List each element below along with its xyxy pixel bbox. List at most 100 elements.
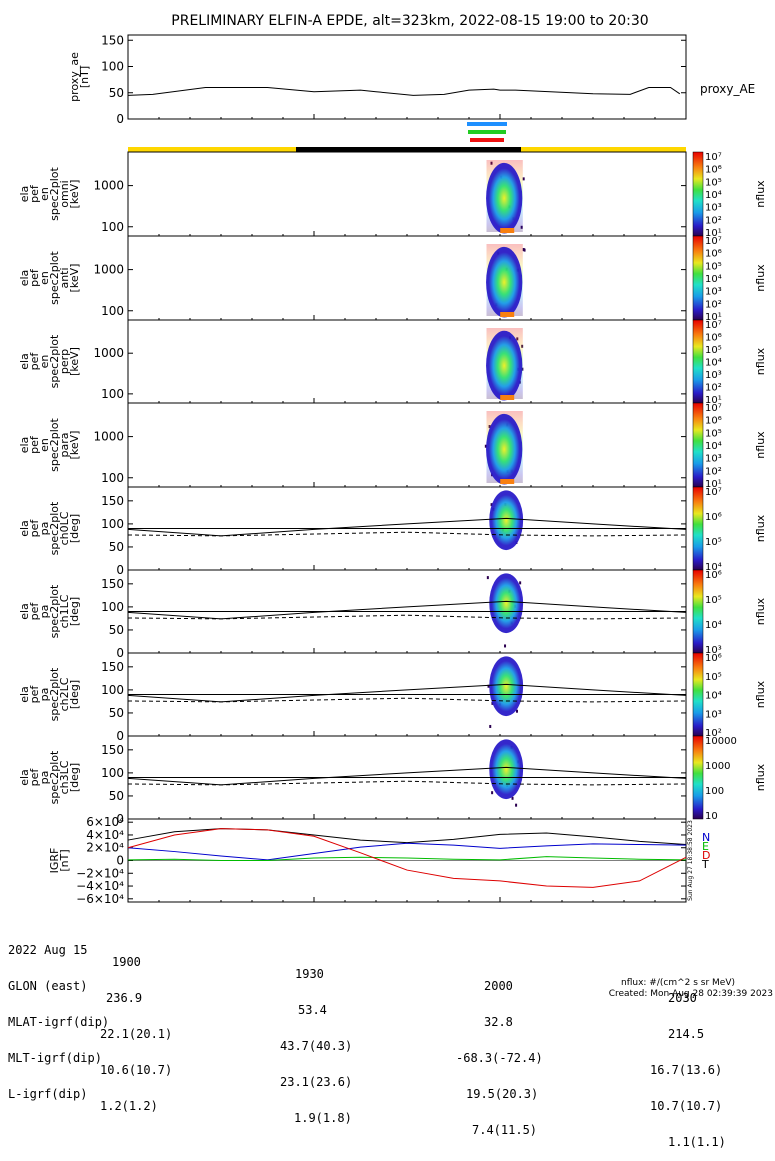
colorbar-tick-label: 10⁶ bbox=[705, 512, 722, 523]
colorbar-tick-label: 10⁴ bbox=[705, 358, 722, 369]
y-tick-label: 100 bbox=[101, 220, 124, 234]
y-tick-label: 50 bbox=[109, 86, 124, 100]
orbit-cell: 16.7(13.6) bbox=[650, 1064, 722, 1076]
colorbar-label: nflux bbox=[754, 347, 767, 375]
orbit-row-label: GLON (east) bbox=[8, 980, 87, 992]
colorbar-tick-label: 10³ bbox=[705, 370, 722, 381]
spectrogram-core bbox=[486, 331, 522, 401]
colorbar-tick-label: 10⁴ bbox=[705, 441, 722, 452]
spectrogram-peak bbox=[500, 312, 514, 317]
colorbar bbox=[693, 487, 703, 570]
colorbar-label: nflux bbox=[754, 763, 767, 791]
orbit-cell: 1.1(1.1) bbox=[668, 1136, 726, 1148]
spectrogram-core bbox=[489, 739, 523, 799]
y-tick-label: 150 bbox=[101, 660, 124, 674]
y-tick-label: 150 bbox=[101, 577, 124, 591]
status-bar-yellow-right bbox=[521, 147, 686, 152]
igrf-series-T bbox=[128, 829, 686, 845]
y-axis-label: [deg] bbox=[68, 680, 81, 709]
colorbar-tick-label: 10³ bbox=[705, 709, 722, 720]
orbit-row-l: L-igrf(dip) 1.2(1.2) 1.9(1.8) 7.4(11.5) … bbox=[8, 1076, 37, 1088]
y-axis-label: [keV] bbox=[68, 180, 81, 209]
orbit-cell: 32.8 bbox=[484, 1016, 513, 1028]
y-axis-label: [keV] bbox=[68, 264, 81, 293]
spectrogram-peak bbox=[500, 395, 514, 400]
y-tick-label: 100 bbox=[101, 600, 124, 614]
y-tick-label: 50 bbox=[109, 789, 124, 803]
colorbar-tick-label: 10⁴ bbox=[705, 691, 722, 702]
orbit-row-mlat: MLAT-igrf(dip) 22.1(20.1) 43.7(40.3) -68… bbox=[8, 1004, 37, 1016]
proxy-ae-frame bbox=[128, 35, 686, 119]
orbit-row-glon: GLON (east) 236.9 53.4 32.8 214.5 bbox=[8, 968, 37, 980]
y-tick-label: 1000 bbox=[93, 346, 124, 360]
loss-cone-line bbox=[128, 684, 686, 702]
colorbar bbox=[693, 236, 703, 320]
spectrogram-core bbox=[486, 163, 522, 234]
colorbar-tick-label: 10⁷ bbox=[705, 403, 722, 414]
colorbar-label: nflux bbox=[754, 514, 767, 542]
orbit-cell: -68.3(-72.4) bbox=[456, 1052, 543, 1064]
spectrogram-speck bbox=[491, 791, 493, 794]
colorbar-tick-label: 10² bbox=[705, 215, 722, 226]
spectrogram-core bbox=[486, 414, 522, 485]
status-bar-yellow-left bbox=[128, 147, 296, 152]
colorbar-tick-label: 1000 bbox=[705, 761, 730, 772]
colorbar-tick-label: 10³ bbox=[705, 203, 722, 214]
y-tick-label: 100 bbox=[101, 304, 124, 318]
colorbar-tick-label: 10² bbox=[705, 383, 722, 394]
colorbar-tick-label: 100 bbox=[705, 786, 724, 797]
orbit-cell: 1900 bbox=[112, 956, 141, 968]
y-tick-label: 1000 bbox=[93, 263, 124, 277]
y-axis-label: [keV] bbox=[68, 347, 81, 376]
orbit-cell: 10.7(10.7) bbox=[650, 1100, 722, 1112]
y-tick-label: 100 bbox=[101, 60, 124, 74]
colorbar-tick-label: 10⁵ bbox=[705, 177, 722, 188]
panels-layer: 050100150proxy_AEproxy_ae[nT]100100010¹1… bbox=[18, 33, 767, 906]
loss-cone-line bbox=[128, 767, 686, 785]
colorbar bbox=[693, 320, 703, 403]
colorbar-tick-label: 10⁵ bbox=[705, 595, 722, 606]
y-tick-label: 0 bbox=[116, 112, 124, 126]
orbit-cell: 22.1(20.1) bbox=[100, 1028, 172, 1040]
science-zone-bar-green bbox=[468, 130, 506, 134]
created-stamp: Created: Mon Aug 28 02:39:39 2023 bbox=[609, 989, 773, 999]
orbit-row-label: MLT-igrf(dip) bbox=[8, 1052, 102, 1064]
y-tick-label: 100 bbox=[101, 683, 124, 697]
orbit-row-label: MLAT-igrf(dip) bbox=[8, 1016, 109, 1028]
spectrogram-speck bbox=[524, 249, 526, 252]
colorbar-tick-label: 10⁵ bbox=[705, 672, 722, 683]
orbit-cell: 53.4 bbox=[298, 1004, 327, 1016]
spectrogram-speck bbox=[519, 581, 521, 584]
orbit-cell: 23.1(23.6) bbox=[280, 1076, 352, 1088]
colorbar-label: nflux bbox=[754, 180, 767, 208]
spectrogram-frame bbox=[128, 236, 686, 320]
colorbar bbox=[693, 653, 703, 736]
y-tick-label: 1000 bbox=[93, 430, 124, 444]
y-tick-label: 0 bbox=[116, 646, 124, 660]
orbit-row-mlt: MLT-igrf(dip) 10.6(10.7) 23.1(23.6) 19.5… bbox=[8, 1040, 37, 1052]
orbit-cell: 7.4(11.5) bbox=[472, 1124, 537, 1136]
y-tick-label: 150 bbox=[101, 494, 124, 508]
colorbar-tick-label: 10⁵ bbox=[705, 428, 722, 439]
status-bar-black bbox=[296, 147, 521, 152]
orbit-cell: 2000 bbox=[484, 980, 513, 992]
colorbar-tick-label: 10⁶ bbox=[705, 249, 722, 260]
spectrogram-speck bbox=[504, 644, 506, 647]
y-tick-label: 150 bbox=[101, 743, 124, 757]
colorbar bbox=[693, 570, 703, 653]
spectrogram-frame bbox=[128, 320, 686, 403]
y-tick-label: 100 bbox=[101, 471, 124, 485]
loss-cone-line bbox=[128, 518, 686, 536]
y-tick-label: 50 bbox=[109, 706, 124, 720]
colorbar-tick-label: 10⁵ bbox=[705, 537, 722, 548]
y-axis-label: [deg] bbox=[68, 597, 81, 626]
colorbar-tick-label: 10⁶ bbox=[705, 570, 722, 581]
status-bar bbox=[128, 122, 686, 152]
units-note: nflux: #/(cm^2 s sr MeV) bbox=[621, 978, 735, 988]
spectrogram-frame bbox=[128, 403, 686, 487]
colorbar-label: nflux bbox=[754, 264, 767, 292]
igrf-series-N bbox=[128, 843, 686, 860]
spectrogram-core bbox=[489, 573, 523, 633]
colorbar-tick-label: 10⁶ bbox=[705, 165, 722, 176]
igrf-series-E bbox=[128, 857, 686, 861]
